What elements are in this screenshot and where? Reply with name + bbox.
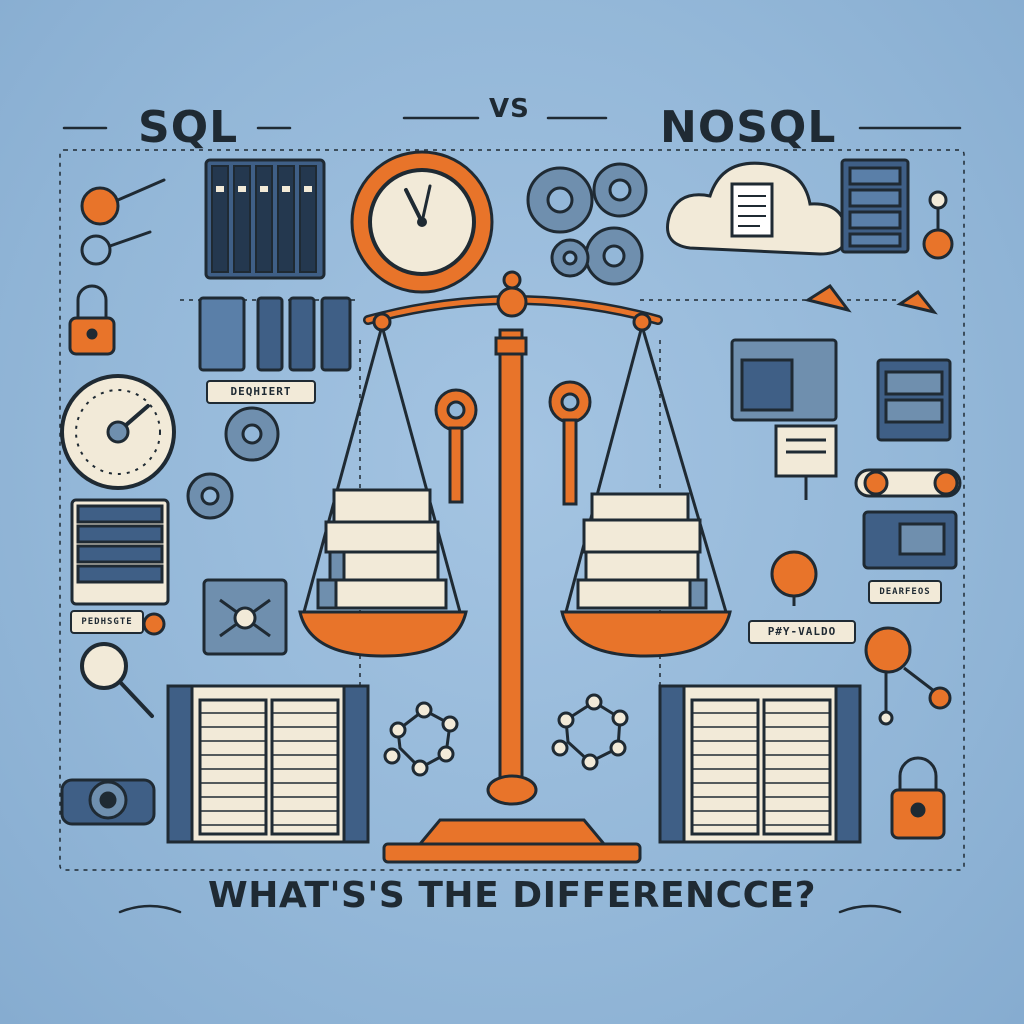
products-label: PEDHSGTE bbox=[70, 610, 144, 634]
server-rack-icon bbox=[840, 158, 910, 254]
key-icon bbox=[922, 190, 954, 260]
padlock-icon bbox=[890, 756, 946, 840]
safe-icon bbox=[60, 778, 156, 826]
gears-icon bbox=[186, 406, 280, 520]
document-label: DEQHIERT bbox=[206, 380, 316, 404]
toggle-icon bbox=[854, 468, 962, 498]
key-value-label: P#Y-VALDO bbox=[748, 620, 856, 644]
difference-caption: WHAT'S'S THE DIFFERENCCE? bbox=[207, 875, 816, 916]
molecule-graph-icon bbox=[551, 693, 629, 771]
vs-heading: VS bbox=[489, 94, 530, 124]
clock-gear-icon bbox=[350, 150, 494, 294]
database-table-icon bbox=[658, 684, 862, 844]
pin-icon bbox=[770, 550, 818, 606]
server-panels-icon bbox=[198, 296, 352, 372]
monitor-icon bbox=[862, 510, 958, 570]
sql-heading: SQL bbox=[138, 102, 239, 153]
key-icon bbox=[80, 178, 166, 266]
clipboard-icon bbox=[774, 424, 838, 500]
gauge-icon bbox=[60, 374, 176, 490]
records-label: DEARFEOS bbox=[868, 580, 942, 604]
diagram-box-icon bbox=[202, 578, 288, 656]
gears-icon bbox=[526, 162, 648, 286]
database-table-icon bbox=[166, 684, 370, 844]
key-icon bbox=[434, 380, 592, 506]
balance-scale-icon bbox=[298, 270, 732, 864]
server-rack-icon bbox=[204, 158, 326, 280]
cloud-document-icon bbox=[666, 161, 848, 256]
network-icon bbox=[864, 626, 952, 726]
book-stack-icon bbox=[316, 488, 448, 610]
padlock-icon bbox=[68, 284, 116, 356]
sitemap-icon bbox=[804, 283, 938, 315]
document-stack-icon bbox=[730, 338, 952, 442]
molecule-graph-icon bbox=[383, 701, 459, 777]
nosql-heading: NOSQL bbox=[660, 102, 837, 153]
book-stack-icon bbox=[576, 492, 708, 610]
database-server-icon bbox=[70, 498, 170, 636]
search-key-icon bbox=[80, 642, 154, 718]
title-divider-lines bbox=[62, 116, 962, 914]
